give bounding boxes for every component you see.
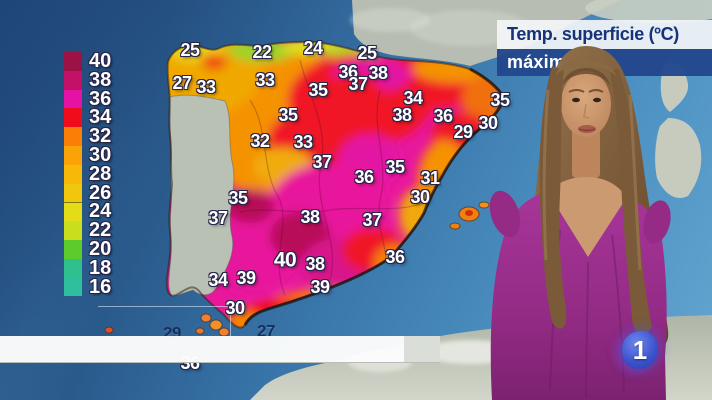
legend-value-label: 24 (89, 200, 112, 223)
portugal-landmass (168, 94, 235, 297)
legend-color-swatch (64, 221, 82, 240)
mediterranean-coast-shadow (243, 67, 506, 326)
temperature-label: 39 (236, 268, 256, 288)
temperature-label: 30 (410, 187, 430, 207)
legend-value-label: 18 (89, 256, 112, 279)
legend-row: 40 (64, 50, 112, 72)
temperature-label: 37 (208, 208, 228, 228)
legend-row: 32 (64, 125, 112, 148)
legend-value-label: 26 (89, 181, 112, 204)
channel-logo-text: 1 (632, 334, 648, 365)
title-text: Temp. superficie (ºC) (507, 24, 679, 44)
legend-value-label: 30 (89, 143, 112, 166)
legend-row: 16 (64, 275, 112, 298)
legend-row: 20 (64, 237, 112, 260)
temperature-label: 37 (312, 152, 332, 172)
legend-value-label: 32 (89, 125, 112, 148)
canary-inset-frame-right (230, 306, 231, 340)
legend-color-swatch (64, 108, 82, 128)
temperature-label: 27 (257, 321, 275, 341)
legend-row: 22 (64, 219, 112, 242)
temperature-legend: 40 38 36 34 32 30 28 26 24 22 20 18 16 (64, 50, 112, 298)
legend-row: 36 (64, 87, 112, 110)
legend-color-swatch (64, 89, 82, 109)
temperature-label: 36 (354, 167, 374, 187)
temperature-label: 39 (310, 277, 330, 297)
temperature-label: 25 (180, 40, 200, 60)
temperature-label: 35 (278, 105, 298, 125)
temperature-label: 36 (338, 62, 358, 82)
title-bar: Temp. superficie (ºC) (497, 20, 712, 49)
legend-row: 34 (64, 106, 112, 129)
canary-inset-frame-top (98, 306, 231, 307)
temperature-label: 27 (172, 73, 192, 93)
legend-color-swatch (64, 183, 82, 203)
legend-color-swatch (64, 239, 82, 259)
legend-value-label: 22 (89, 219, 112, 242)
corsica-sardinia-islands (655, 62, 702, 198)
legend-row: 26 (64, 181, 112, 204)
temperature-label: 35 (228, 188, 248, 208)
subtitle-text: máximas (507, 52, 586, 72)
legend-scale: 40 38 36 34 32 30 28 26 24 22 20 18 16 (64, 50, 112, 298)
canary-islands (104, 313, 230, 337)
legend-value-label: 38 (89, 68, 112, 91)
legend-color-swatch (64, 277, 82, 297)
legend-value-label: 36 (89, 87, 112, 110)
temperature-label: 22 (252, 42, 272, 62)
temperature-label: 33 (196, 77, 216, 97)
subtitle-bar: máximas (497, 49, 712, 76)
legend-row: 30 (64, 143, 112, 166)
temperature-label: 31 (420, 168, 440, 188)
temperature-label: 24 (303, 38, 323, 58)
legend-row: 24 (64, 200, 112, 223)
legend-value-label: 40 (89, 50, 112, 72)
legend-value-label: 16 (89, 275, 112, 298)
temperature-label: 34 (208, 270, 228, 290)
province-borders (239, 59, 431, 296)
temperature-label: 33 (255, 70, 275, 90)
temperature-label: 37 (362, 210, 382, 230)
temperature-label: 30 (478, 113, 498, 133)
legend-color-swatch (64, 127, 82, 146)
legend-color-swatch (64, 258, 82, 278)
temperature-label: 32 (250, 131, 270, 151)
temperature-label: 35 (308, 80, 328, 100)
legend-color-swatch (64, 164, 82, 184)
temperature-label: 38 (300, 207, 320, 227)
temperature-label: 40 (273, 248, 297, 272)
channel-logo: 1 (622, 331, 658, 369)
legend-color-swatch (64, 70, 82, 90)
temperature-label: 25 (357, 43, 377, 63)
legend-row: 28 (64, 162, 112, 185)
temperature-label: 29 (453, 122, 473, 142)
lower-third-banner (0, 336, 440, 363)
legend-value-label: 28 (89, 162, 112, 185)
legend-color-swatch (64, 145, 82, 165)
temperature-label: 38 (305, 254, 325, 274)
temperature-label: 35 (385, 157, 405, 177)
temperature-label: 36 (385, 247, 405, 267)
legend-row: 18 (64, 256, 112, 279)
temperature-label: 35 (490, 90, 510, 110)
temperature-label: 37 (348, 74, 368, 94)
legend-value-label: 20 (89, 237, 112, 260)
temperature-label: 38 (392, 105, 412, 125)
temperature-label: 30 (225, 298, 245, 318)
temperature-label: 33 (293, 132, 313, 152)
banner-end-segment (404, 336, 440, 362)
temperature-label: 38 (368, 63, 388, 83)
balearic-islands (449, 201, 490, 230)
legend-color-swatch (64, 52, 82, 71)
legend-value-label: 34 (89, 106, 112, 129)
temperature-label: 34 (403, 88, 423, 108)
legend-row: 38 (64, 68, 112, 91)
temperature-label: 36 (433, 106, 453, 126)
legend-color-swatch (64, 201, 82, 222)
